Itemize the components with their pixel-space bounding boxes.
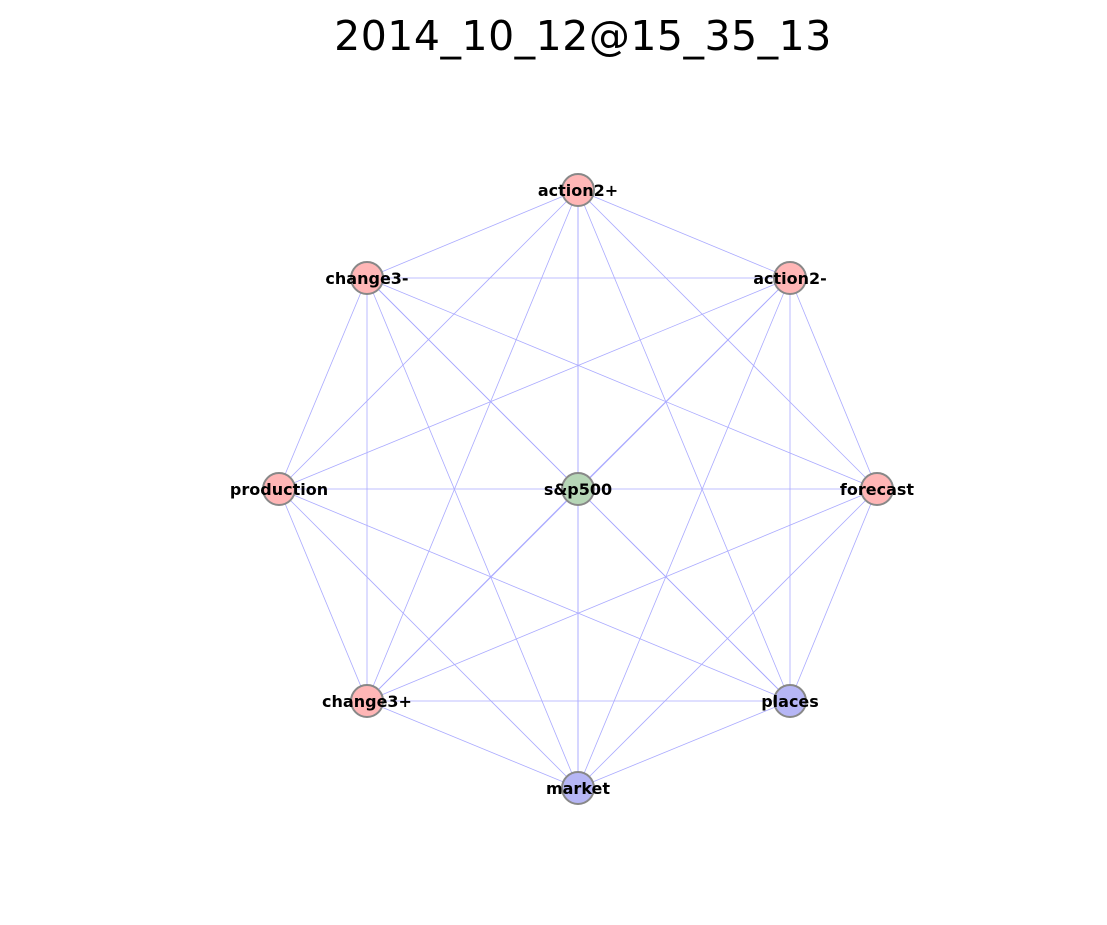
edges-layer	[278, 189, 878, 789]
node-action2-minus: action2-	[753, 261, 827, 295]
node-label: change3-	[325, 269, 408, 288]
node-circle	[561, 472, 595, 506]
node-label: change3+	[322, 692, 412, 711]
nodes-layer: action2+ action2- forecast places market chan…	[230, 173, 915, 805]
node-circle	[350, 684, 384, 718]
edge-change3-minus-forecast	[366, 277, 878, 490]
node-label: forecast	[840, 480, 915, 499]
edge-action2-minus-sandp500	[577, 277, 791, 490]
edge-action2-plus-change3-plus	[366, 189, 579, 702]
edge-forecast-change3-plus	[366, 488, 878, 702]
edge-change3-minus-sandp500	[366, 277, 579, 490]
edge-action2-minus-market	[577, 277, 791, 789]
node-market: market	[546, 771, 610, 805]
page-title: 2014_10_12@15_35_13	[334, 12, 832, 60]
edge-action2-minus-production	[278, 277, 791, 490]
node-label: s&p500	[544, 480, 612, 499]
edge-action2-plus-change3-minus	[366, 189, 579, 279]
edge-change3-plus-market	[366, 700, 579, 789]
edge-action2-plus-places	[577, 189, 791, 702]
node-forecast: forecast	[840, 472, 915, 506]
edge-production-places	[278, 488, 791, 702]
node-circle	[860, 472, 894, 506]
node-circle	[561, 771, 595, 805]
edge-production-change3-plus	[278, 488, 368, 702]
node-places: places	[761, 684, 819, 718]
edge-action2-plus-action2-minus	[577, 189, 791, 279]
edge-action2-minus-forecast	[789, 277, 878, 490]
node-label: action2-	[753, 269, 827, 288]
node-circle	[561, 173, 595, 207]
edge-change3-minus-production	[278, 277, 368, 490]
node-circle	[773, 684, 807, 718]
edge-change3-minus-market	[366, 277, 579, 789]
node-change3-plus: change3+	[322, 684, 412, 718]
edge-places-sandp500	[577, 488, 791, 702]
edge-forecast-places	[789, 488, 878, 702]
node-label: places	[761, 692, 819, 711]
node-label: market	[546, 779, 610, 798]
node-change3-minus: change3-	[325, 261, 409, 295]
edge-action2-plus-forecast	[577, 189, 878, 490]
node-circle	[262, 472, 296, 506]
node-action2-plus: action2+	[538, 173, 618, 207]
node-circle	[773, 261, 807, 295]
node-circle	[350, 261, 384, 295]
edge-places-market	[577, 700, 791, 789]
node-label: action2+	[538, 181, 618, 200]
node-production: production	[230, 472, 328, 506]
node-sandp500: s&p500	[544, 472, 612, 506]
edge-change3-plus-sandp500	[366, 488, 579, 702]
edge-production-market	[278, 488, 579, 789]
node-label: production	[230, 480, 328, 499]
